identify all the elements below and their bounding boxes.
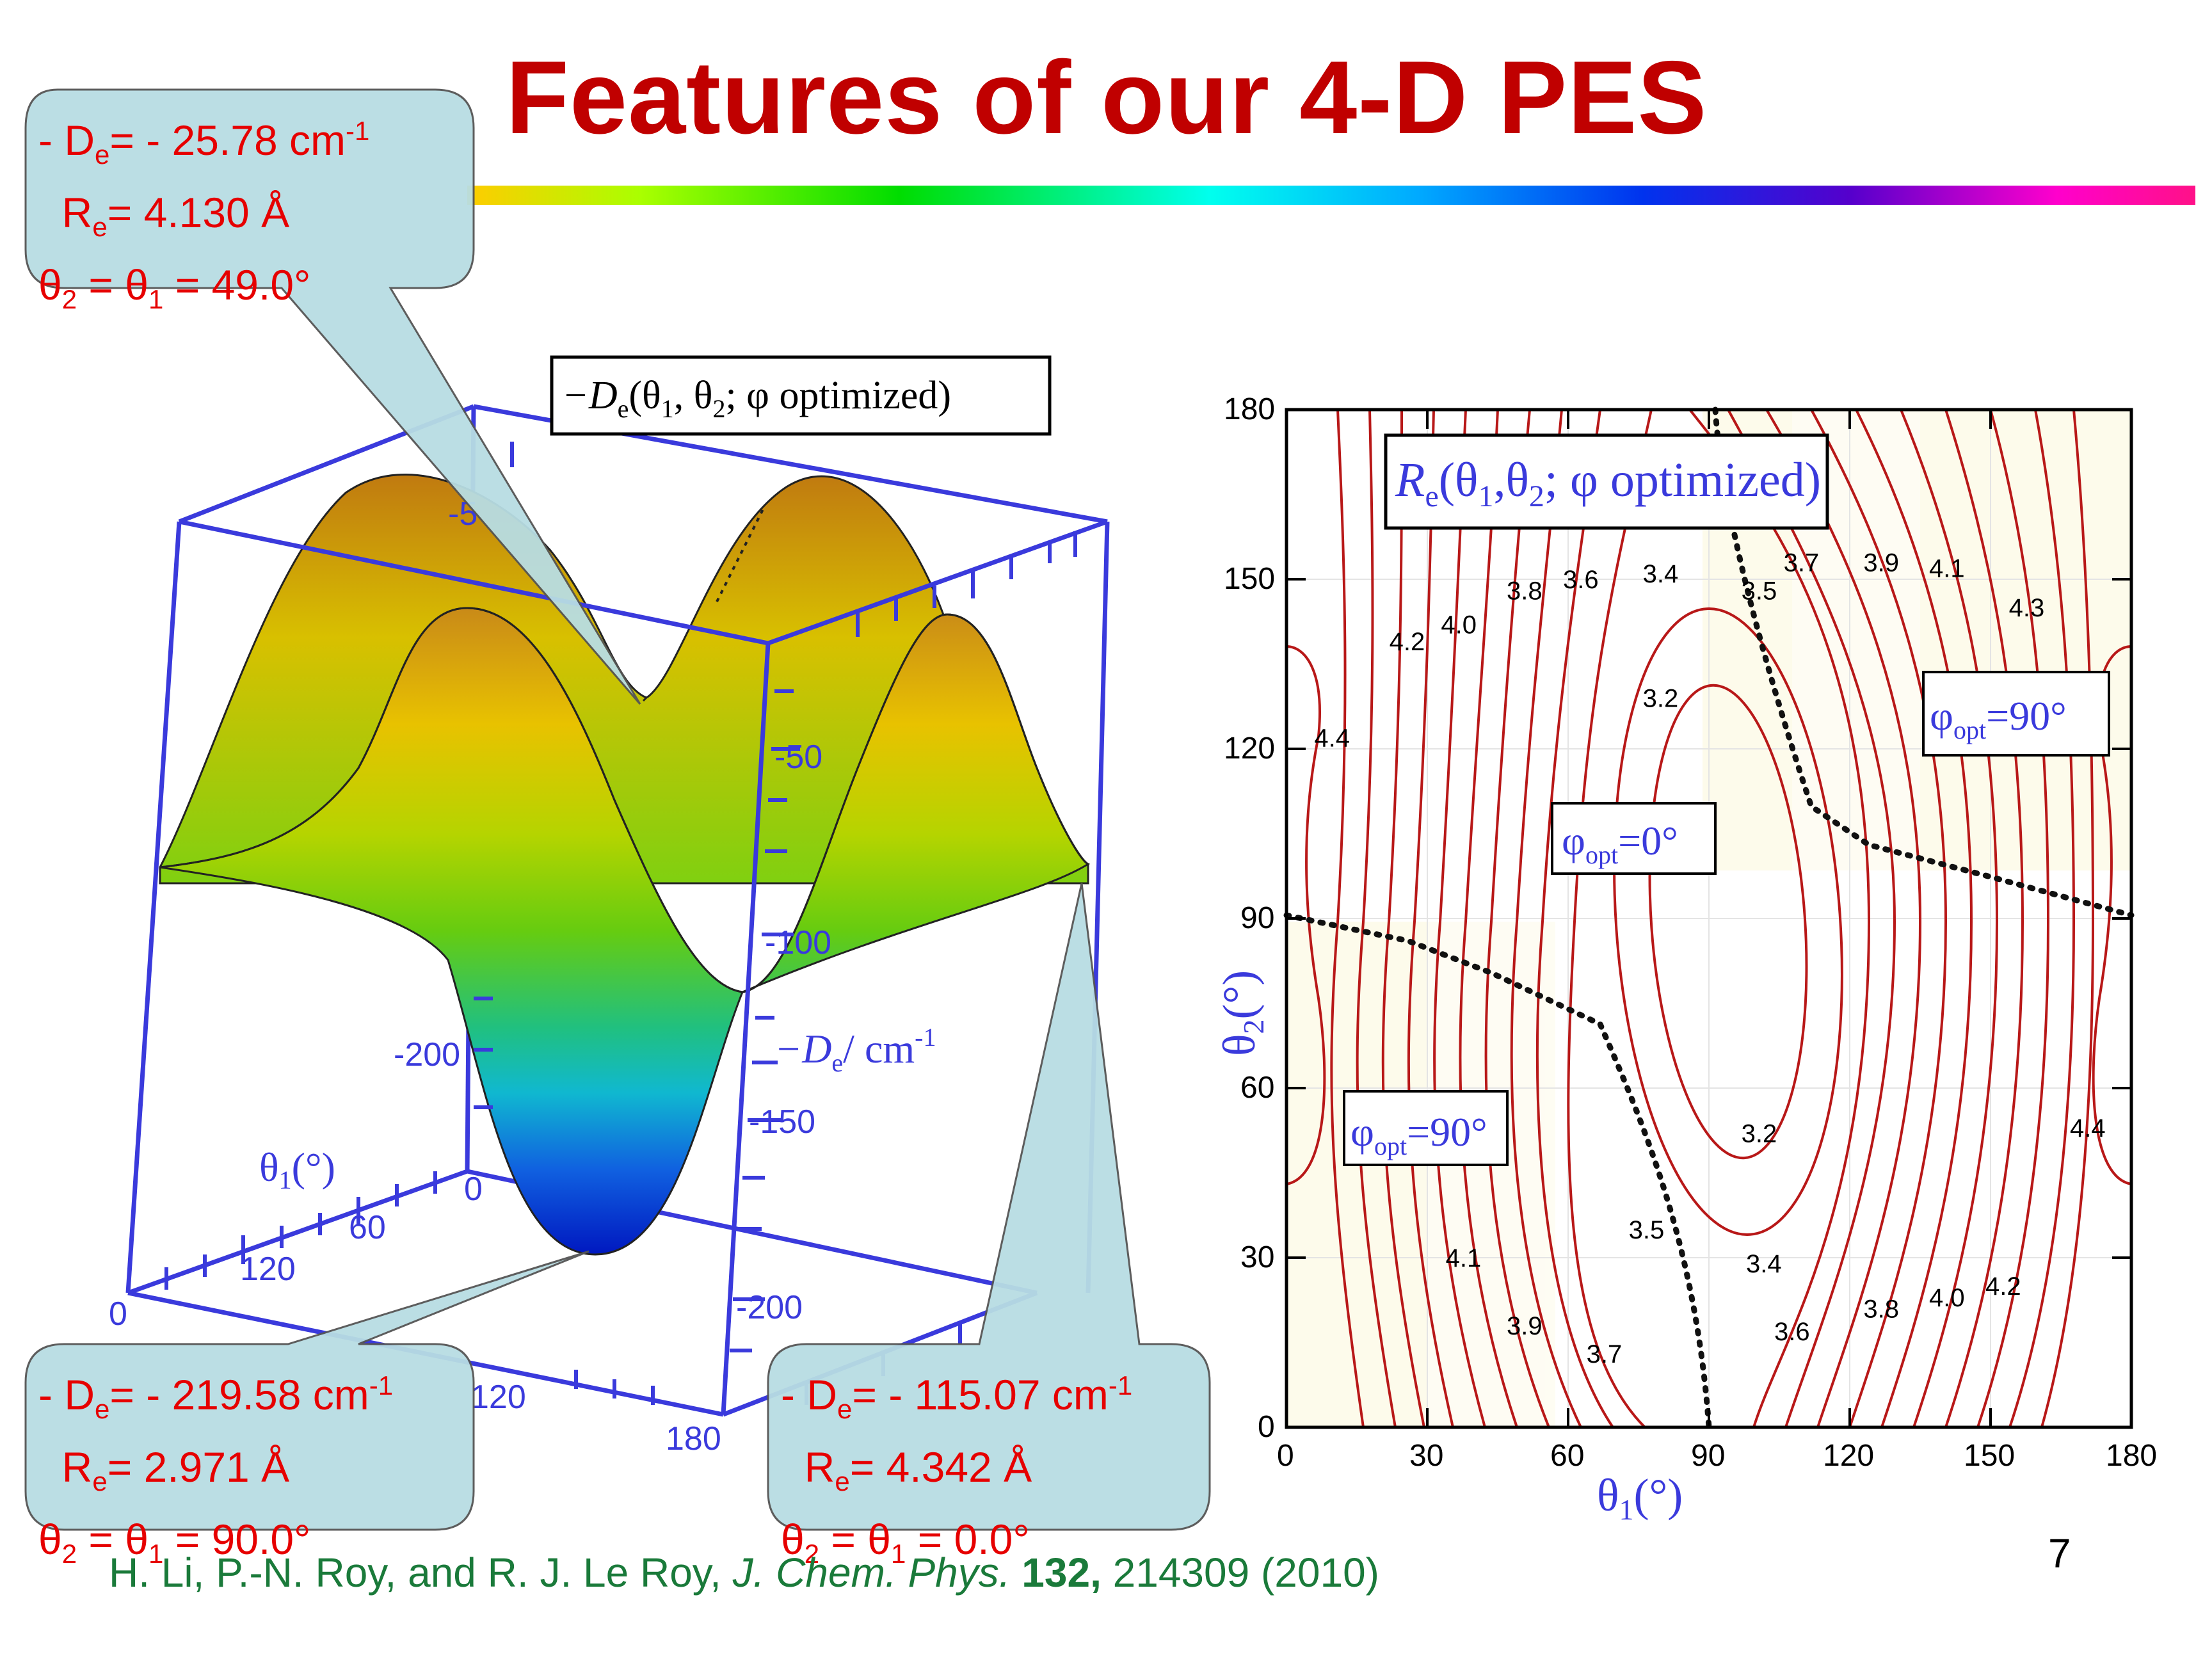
phase-boundaries: [1283, 406, 2135, 1431]
contour-value-label: 3.5: [1629, 1216, 1665, 1244]
contour-value-label: 4.4: [2070, 1114, 2106, 1142]
y-tick-0: 0: [1258, 1410, 1275, 1444]
callout-bottom-left-shape: [24, 1250, 589, 1531]
callout-top-re: 4.130 Å: [143, 189, 290, 237]
contour-ticks: [1285, 410, 2133, 1427]
contour-value-label: 3.4: [1746, 1250, 1782, 1278]
surface-plot: -50 -100 -150 -200 -5 -200 0 60 120 0 12…: [109, 355, 1110, 1457]
page-number: 7: [2048, 1530, 2071, 1576]
region-box-center: [1551, 802, 1717, 875]
region-box-right: [1922, 671, 2110, 757]
y-tick-30: 30: [1240, 1240, 1274, 1274]
surface-crease: [159, 607, 743, 993]
callout-br-de: - 115.07 cm: [888, 1371, 1109, 1418]
contour-value-label: 4.4: [1314, 724, 1350, 752]
theta1-tick-60: 60: [349, 1209, 386, 1246]
z-tick-50: -50: [774, 739, 822, 776]
callout-bl-de: - 219.58 cm: [146, 1371, 369, 1418]
theta2-tick-0: 0: [109, 1295, 127, 1333]
y-tick-120: 120: [1224, 732, 1275, 765]
contour-value-label: 3.8: [1507, 577, 1543, 605]
contour-value-label: 3.7: [1587, 1340, 1623, 1368]
contour-title-box: [1384, 433, 1829, 530]
y-tick-180: 180: [1224, 392, 1275, 426]
contour-x-label: θ1(°): [1597, 1470, 1683, 1526]
region-label-center: φopt=0°: [1562, 818, 1678, 869]
callout-bottom-right-text: - De= - 115.07 cm-1 Re= 4.342 Å θ2 = θ1 …: [781, 1370, 1133, 1569]
region-box-left: [1343, 1090, 1509, 1166]
contour-value-label: 4.2: [1390, 628, 1425, 656]
x-tick-150: 150: [1964, 1439, 2015, 1473]
z-tick-100: -100: [765, 924, 831, 961]
contour-value-label: 4.2: [1985, 1272, 2021, 1301]
theta1-tick-120: 120: [240, 1251, 296, 1288]
contour-value-label: 4.0: [1929, 1284, 1965, 1312]
contour-value-label: 3.2: [1742, 1120, 1777, 1148]
contour-value-label: 3.6: [1563, 566, 1599, 594]
contour-value-label: 3.8: [1863, 1295, 1899, 1324]
callout-top-de: - 25.78 cm: [146, 116, 346, 164]
x-tick-90: 90: [1691, 1439, 1725, 1473]
surface-title-box: [550, 355, 1052, 436]
x-tick-0: 0: [1277, 1439, 1294, 1473]
z-tick-150: -150: [749, 1103, 815, 1141]
region-label-right: φopt=90°: [1930, 693, 2067, 744]
contour-value-label: 3.5: [1742, 577, 1777, 605]
rainbow-divider: [467, 186, 2195, 205]
contour-value-label: 4.0: [1441, 611, 1477, 639]
callout-top-theta: 49.0°: [211, 261, 311, 309]
citation-journal: J. Chem. Phys.: [732, 1550, 1011, 1596]
contour-value-label: 3.4: [1643, 560, 1679, 588]
z-axis-label: −De/ cm-1: [774, 1023, 936, 1077]
contour-value-label: 3.7: [1784, 549, 1820, 577]
y-tick-150: 150: [1224, 562, 1275, 596]
callouts: [24, 88, 1211, 1531]
contour-value-label: 3.2: [1643, 685, 1679, 713]
z-tick-200: -200: [736, 1289, 803, 1326]
theta1-tick-0: 0: [464, 1171, 483, 1208]
theta2-tick-180: 180: [666, 1420, 721, 1457]
contour-value-label: 4.1: [1929, 554, 1965, 582]
x-tick-60: 60: [1550, 1439, 1584, 1473]
contour-value-label: 3.6: [1774, 1318, 1810, 1346]
theta2-tick-120: 120: [470, 1379, 526, 1416]
citation-volume: 132,: [1022, 1550, 1102, 1596]
callout-br-theta: 0.0°: [954, 1516, 1030, 1564]
z-tick-back-200: -200: [394, 1036, 460, 1073]
contour-value-label: 4.1: [1446, 1244, 1482, 1272]
callout-top-shape: [24, 88, 641, 705]
surface-crease-2: [742, 613, 1089, 993]
y-tick-60: 60: [1240, 1071, 1274, 1105]
contour-value-label: 4.3: [2009, 594, 2045, 622]
contour-value-label: 3.9: [1507, 1312, 1543, 1340]
citation: H. Li, P.-N. Roy, and R. J. Le Roy, J. C…: [109, 1549, 1379, 1596]
callout-bl-re: 2.971 Å: [143, 1443, 290, 1491]
callout-bl-theta: 90.0°: [211, 1516, 311, 1564]
y-tick-90: 90: [1240, 901, 1274, 935]
surface-title: −De(θ1, θ2; φ optimized): [562, 374, 951, 423]
contour-title: Re(θ1,θ2; φ optimized): [1395, 453, 1821, 513]
callout-top-text: - De= - 25.78 cm-1 Re= 4.130 Å θ2 = θ1 =…: [38, 116, 370, 315]
callout-bottom-left-text: - De= - 219.58 cm-1 Re= 2.971 Å θ2 = θ1 …: [38, 1370, 394, 1569]
x-tick-30: 30: [1409, 1439, 1443, 1473]
contour-value-label: 3.9: [1863, 549, 1899, 577]
theta1-axis-label: θ1(°): [259, 1144, 335, 1194]
contour-lines: [1286, 408, 2132, 1429]
x-tick-180: 180: [2106, 1439, 2157, 1473]
callout-bottom-right-shape: [767, 883, 1211, 1531]
contour-y-label: θ2(°): [1214, 970, 1270, 1056]
citation-rest: 214309 (2010): [1101, 1550, 1379, 1596]
callout-br-re: 4.342 Å: [886, 1443, 1032, 1491]
slide-title: Features of our 4-D PES: [506, 40, 1708, 156]
x-tick-120: 120: [1823, 1439, 1874, 1473]
contour-value-labels: 4.24.03.8 3.6 3.43.53.7 3.9 4.14.33.24.43.2 4…: [1314, 549, 2105, 1369]
region-label-left: φopt=90°: [1350, 1109, 1487, 1160]
contour-plot: 0 30 60 90 120 150 180 0 30 60 90 120 15…: [1214, 392, 2157, 1526]
citation-authors: H. Li, P.-N. Roy, and R. J. Le Roy,: [109, 1550, 733, 1596]
